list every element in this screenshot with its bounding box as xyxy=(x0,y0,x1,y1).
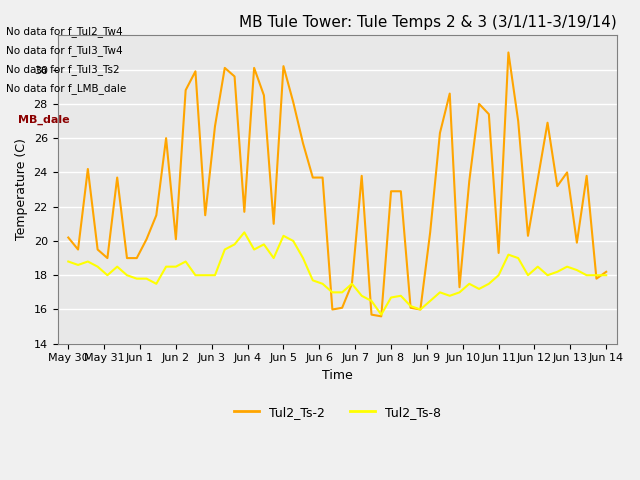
Legend: Tul2_Ts-2, Tul2_Ts-8: Tul2_Ts-2, Tul2_Ts-8 xyxy=(229,401,445,424)
Text: No data for f_Tul3_Tw4: No data for f_Tul3_Tw4 xyxy=(6,45,123,56)
Y-axis label: Temperature (C): Temperature (C) xyxy=(15,139,28,240)
Text: No data for f_Tul3_Ts2: No data for f_Tul3_Ts2 xyxy=(6,64,120,75)
Text: MB_dale: MB_dale xyxy=(18,115,70,125)
X-axis label: Time: Time xyxy=(322,369,353,382)
Text: No data for f_LMB_dale: No data for f_LMB_dale xyxy=(6,83,127,94)
Text: No data for f_Tul2_Tw4: No data for f_Tul2_Tw4 xyxy=(6,25,123,36)
Text: MB Tule Tower: Tule Temps 2 & 3 (3/1/11-3/19/14): MB Tule Tower: Tule Temps 2 & 3 (3/1/11-… xyxy=(239,15,617,30)
